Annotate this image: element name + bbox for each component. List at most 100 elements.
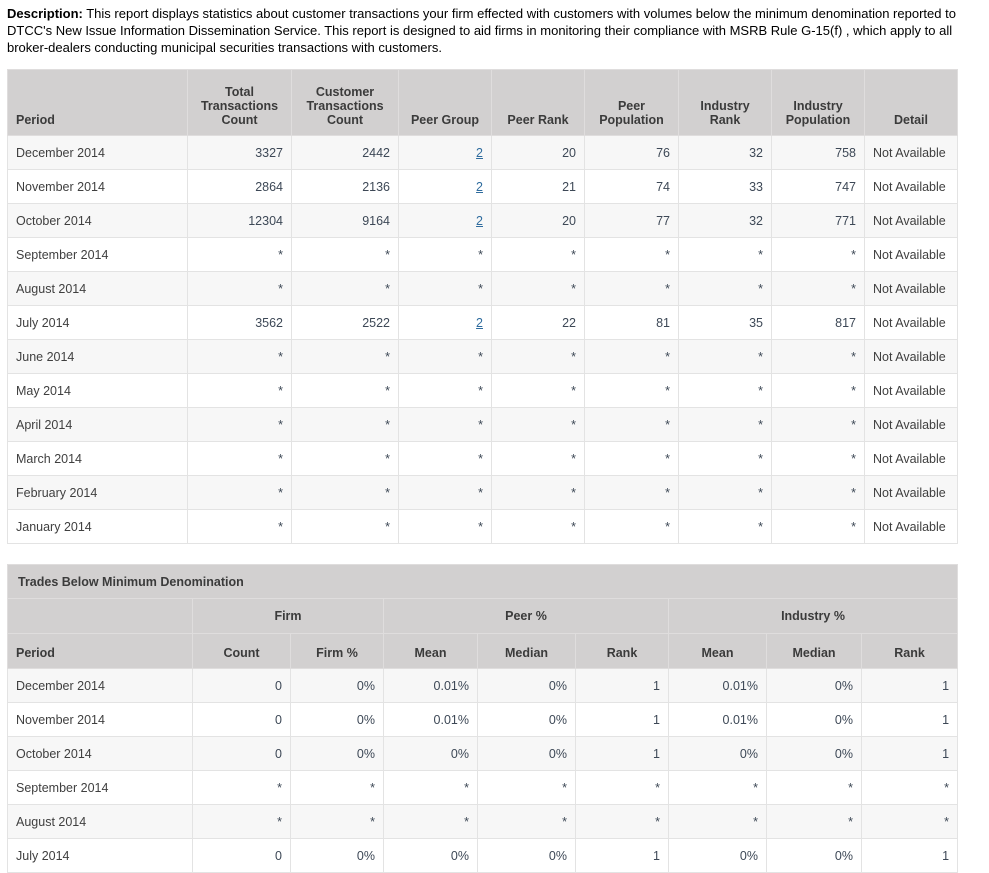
column-header-customer-transactions-count: Customer Transactions Count	[291, 69, 399, 136]
detail-cell: Not Available	[864, 271, 958, 306]
peer-rank-cell: 21	[491, 169, 585, 204]
table-row: November 2014 2864 2136 2 21 74 33 747 Not Avail…	[7, 169, 958, 204]
column-header-peer-group: Peer Group	[398, 69, 492, 136]
rank-cell: 1	[860, 668, 959, 703]
peer-rank-cell: 22	[491, 305, 585, 340]
mean-cell: 0%	[383, 736, 478, 771]
median-cell: 0%	[477, 838, 576, 873]
detail-cell: Not Available	[864, 475, 958, 510]
peer-group-cell: *	[398, 271, 492, 306]
transactions-table-head: Period Total Transactions Count Customer T…	[7, 69, 958, 136]
trades-table-header-row: Period Count Firm % Mean Median Rank Mean Media…	[7, 633, 959, 669]
detail-cell: Not Available	[864, 407, 958, 442]
peer-group-link[interactable]: 2	[476, 213, 483, 228]
period-cell: November 2014	[7, 169, 188, 204]
industry-population-cell: *	[771, 271, 865, 306]
total-transactions-count-cell: *	[187, 271, 292, 306]
firm-cell: 0%	[290, 702, 384, 737]
industry-population-cell: 747	[771, 169, 865, 204]
table-row: September 2014 * * * * * * * Not Available	[7, 237, 958, 272]
peer-group-cell: 2	[398, 305, 492, 340]
total-transactions-count-cell: *	[187, 441, 292, 476]
median-cell: 0%	[477, 668, 576, 703]
peer-group-link[interactable]: 2	[476, 145, 483, 160]
transactions-table: Period Total Transactions Count Customer T…	[7, 69, 958, 544]
peer-rank-cell: *	[491, 237, 585, 272]
description-text: This report displays statistics about cu…	[7, 6, 956, 55]
period-cell: January 2014	[7, 509, 188, 544]
peer-population-cell: 74	[584, 169, 679, 204]
rank-cell: 1	[860, 702, 959, 737]
total-transactions-count-cell: *	[187, 339, 292, 374]
mean-cell: 0.01%	[383, 702, 478, 737]
count-cell: *	[192, 770, 291, 805]
peer-rank-cell: *	[491, 373, 585, 408]
median-cell: 0%	[766, 838, 862, 873]
column-header-industry-population: Industry Population	[771, 69, 865, 136]
period-cell: December 2014	[7, 135, 188, 170]
rank-cell: 1	[860, 838, 959, 873]
peer-rank-cell: 20	[491, 135, 585, 170]
median-cell: 0%	[477, 702, 576, 737]
firm-cell: 0%	[290, 838, 384, 873]
total-transactions-count-cell: *	[187, 373, 292, 408]
peer-rank-cell: 20	[491, 203, 585, 238]
column-header-industry-rank: Industry Rank	[678, 69, 772, 136]
peer-group-cell: *	[398, 441, 492, 476]
table-row: July 2014 0 0% 0% 0% 1 0% 0% 1	[7, 838, 959, 873]
period-cell: August 2014	[7, 271, 188, 306]
column-header-peer-population: Peer Population	[584, 69, 679, 136]
peer-group-link[interactable]: 2	[476, 179, 483, 194]
peer-group-cell: *	[398, 339, 492, 374]
mean-cell: *	[383, 804, 478, 839]
table-row: November 2014 0 0% 0.01% 0% 1 0.01% 0% 1	[7, 702, 959, 737]
detail-cell: Not Available	[864, 339, 958, 374]
industry-rank-cell: 32	[678, 203, 772, 238]
group-header-blank	[7, 598, 193, 634]
peer-rank-cell: *	[491, 509, 585, 544]
period-cell: May 2014	[7, 373, 188, 408]
rank-cell: 1	[575, 702, 669, 737]
median-cell: 0%	[766, 702, 862, 737]
peer-rank-cell: *	[491, 339, 585, 374]
peer-population-cell: *	[584, 237, 679, 272]
period-cell: March 2014	[7, 441, 188, 476]
trades-below-min-denomination-table: Trades Below Minimum Denomination Firm Pee…	[6, 564, 959, 873]
mean-cell: 0.01%	[668, 668, 767, 703]
rank-cell: *	[860, 804, 959, 839]
column-header-rank-industry: Rank	[860, 633, 959, 669]
industry-rank-cell: *	[678, 441, 772, 476]
industry-rank-cell: *	[678, 339, 772, 374]
industry-rank-cell: 35	[678, 305, 772, 340]
median-cell: *	[766, 770, 862, 805]
trades-table-group-header-row: Firm Peer % Industry %	[7, 598, 959, 634]
table-row: August 2014 * * * * * * * Not Available	[7, 271, 958, 306]
industry-population-cell: *	[771, 509, 865, 544]
rank-cell: 1	[575, 668, 669, 703]
industry-rank-cell: *	[678, 475, 772, 510]
peer-population-cell: *	[584, 407, 679, 442]
total-transactions-count-cell: *	[187, 509, 292, 544]
mean-cell: 0.01%	[383, 668, 478, 703]
industry-population-cell: *	[771, 475, 865, 510]
trades-table-title: Trades Below Minimum Denomination	[6, 564, 959, 599]
period-cell: July 2014	[7, 305, 188, 340]
median-cell: *	[477, 804, 576, 839]
industry-population-cell: *	[771, 339, 865, 374]
median-cell: *	[477, 770, 576, 805]
trades-table-head: Trades Below Minimum Denomination Firm Pee…	[6, 564, 959, 669]
customer-transactions-count-cell: *	[291, 475, 399, 510]
rank-cell: 1	[575, 736, 669, 771]
table-row: October 2014 12304 9164 2 20 77 32 771 Not Avail…	[7, 203, 958, 238]
column-header-mean-industry: Mean	[668, 633, 767, 669]
industry-population-cell: *	[771, 373, 865, 408]
table-row: August 2014 * * * * * * * *	[7, 804, 959, 839]
peer-group-link[interactable]: 2	[476, 315, 483, 330]
industry-rank-cell: 32	[678, 135, 772, 170]
total-transactions-count-cell: *	[187, 237, 292, 272]
peer-population-cell: *	[584, 475, 679, 510]
transactions-table-body: December 2014 3327 2442 2 20 76 32 758 Not Avail…	[7, 135, 958, 544]
industry-rank-cell: *	[678, 237, 772, 272]
industry-rank-cell: 33	[678, 169, 772, 204]
table-row: December 2014 0 0% 0.01% 0% 1 0.01% 0% 1	[7, 668, 959, 703]
